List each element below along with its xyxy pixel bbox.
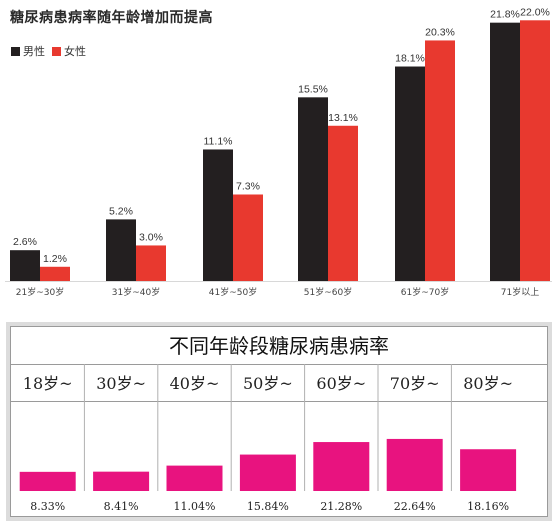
legend-male-label: 男性 [23,45,45,58]
value-label-1: 8.41% [104,500,139,513]
bar-female-4 [425,40,455,281]
category-label-0: 18岁~ [23,374,73,393]
legend-female-label: 女性 [64,45,86,58]
value-label-6: 18.16% [467,500,509,513]
category-label-5: 71岁以上 [501,286,539,298]
category-label-4: 61岁~70岁 [401,286,449,298]
value-label-female-4: 20.3% [425,26,455,38]
value-label-male-4: 18.1% [395,53,425,65]
category-label-3: 51岁~60岁 [304,286,352,298]
category-label-2: 40岁~ [170,374,220,393]
legend-male-swatch [11,47,20,56]
bar-female-0 [40,266,70,281]
bar-3 [239,454,296,491]
value-label-male-3: 15.5% [298,83,328,95]
chart-by-age: 不同年龄段糖尿病患病率 18岁~ 8.33% 30岁~ 8.41% 40岁~ 11.04%… [10,326,548,517]
bar-4 [313,442,370,491]
chart1-plot: 2.6% 1.2% 21岁~30岁 5.2% 3.0% 31岁~40岁 11.1% 7.3% 4… [5,6,552,298]
bar-0 [19,471,76,491]
category-label-5: 70岁~ [390,374,440,393]
category-label-2: 41岁~50岁 [209,286,257,298]
bar-male-2 [203,149,233,281]
value-label-male-2: 11.1% [204,135,233,147]
bar-male-4 [395,66,425,281]
value-label-male-0: 2.6% [13,236,37,248]
category-label-1: 30岁~ [96,374,146,393]
value-label-female-0: 1.2% [43,253,67,265]
chart2-title: 不同年龄段糖尿病患病率 [11,327,547,365]
value-label-2: 11.04% [174,500,216,513]
legend-female-swatch [52,47,61,56]
value-label-female-3: 13.1% [328,112,358,124]
value-label-female-1: 3.0% [139,231,163,243]
bar-5 [386,438,443,491]
bar-2 [166,465,223,491]
category-label-4: 60岁~ [316,374,366,393]
value-label-0: 8.33% [30,500,65,513]
chart1-title: 糖尿病患病率随年龄增加而提高 [10,10,213,26]
chart2-plot: 18岁~ 8.33% 30岁~ 8.41% 40岁~ 11.04% 50岁~ 15.84% 60… [11,364,547,513]
bar-male-3 [298,97,328,281]
category-label-6: 80岁~ [463,374,513,393]
value-label-5: 22.64% [394,500,436,513]
category-label-0: 21岁~30岁 [16,286,64,298]
bar-female-2 [233,194,263,281]
legend-male: 男性 [11,43,45,59]
bar-male-1 [106,219,136,281]
value-label-male-5: 21.8% [490,9,520,21]
value-label-female-2: 7.3% [236,180,260,192]
bar-female-3 [328,125,358,281]
legend-female: 女性 [52,43,86,59]
bar-male-0 [10,250,40,281]
value-label-4: 21.28% [320,500,362,513]
chart-by-age-frame: 不同年龄段糖尿病患病率 18岁~ 8.33% 30岁~ 8.41% 40岁~ 11.04%… [6,322,552,521]
value-label-3: 15.84% [247,500,289,513]
bar-female-5 [520,20,550,282]
bar-1 [93,471,150,491]
value-label-female-5: 22.0% [520,6,550,18]
category-label-3: 50岁~ [243,374,293,393]
chart-by-gender: 糖尿病患病率随年龄增加而提高 男性 女性 2.6% 1.2% 21岁~30岁 5.2%… [5,6,552,298]
bar-6 [460,449,517,491]
value-label-male-1: 5.2% [109,205,133,217]
bar-male-5 [490,22,520,281]
bar-female-1 [136,245,166,281]
category-label-1: 31岁~40岁 [112,286,160,298]
